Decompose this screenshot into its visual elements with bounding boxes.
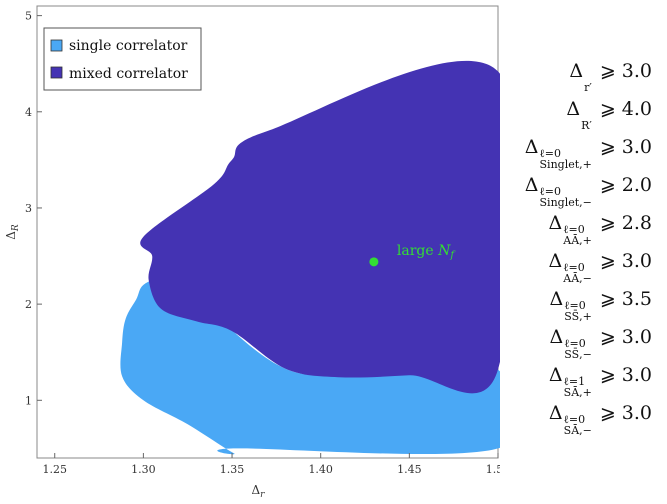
x-tick-label: 1.25 — [42, 463, 67, 476]
bound-scripts: ℓ=0 Singlet,+ — [540, 148, 592, 170]
y-axis: 1 2 3 4 5 — [25, 10, 42, 407]
bound-value: 4.0 — [621, 98, 652, 120]
bound-subscript: Singlet,+ — [539, 158, 592, 171]
bound-subscript: SS̄,− — [564, 348, 592, 361]
bound-scripts: R′ — [581, 120, 592, 131]
bound-superscript: ℓ=0 — [563, 261, 585, 274]
y-tick-label: 4 — [25, 106, 32, 119]
x-tick-label: 1.40 — [308, 463, 333, 476]
bound-relation: ⩾ — [599, 402, 616, 424]
bound-subscript: AĀ,− — [563, 272, 592, 285]
bound-scripts: ℓ=0 SS̄,− — [564, 338, 592, 360]
bound-value: 3.0 — [621, 364, 652, 386]
y-tick-label: 1 — [25, 394, 32, 407]
bound-subscript: SĀ,+ — [563, 386, 592, 399]
bound-row: Δ R′ ⩾ 4.0 — [500, 98, 660, 136]
legend-label-mixed: mixed correlator — [69, 66, 188, 82]
legend-swatch-mixed — [50, 66, 63, 79]
bound-relation: ⩾ — [599, 250, 616, 272]
bound-value: 3.0 — [621, 402, 652, 424]
bound-scripts: r′ — [584, 82, 592, 93]
bound-subscript: SĀ,− — [563, 424, 592, 437]
bound-scripts: ℓ=0 SĀ,− — [564, 414, 592, 436]
large-nf-label: large Nf — [397, 243, 456, 261]
bound-subscript: R′ — [581, 119, 592, 132]
x-tick-label: 1.30 — [131, 463, 156, 476]
region-mixed-correlator — [140, 60, 500, 394]
legend-label-single: single correlator — [69, 38, 188, 54]
y-tick-label: 5 — [25, 10, 32, 23]
bound-scripts: ℓ=1 SĀ,+ — [564, 376, 592, 398]
large-nf-point — [369, 257, 379, 267]
bound-superscript: ℓ=0 — [563, 413, 586, 426]
y-tick-label: 3 — [25, 202, 32, 215]
bound-superscript: ℓ=0 — [564, 299, 586, 312]
bound-relation: ⩾ — [599, 174, 616, 196]
bound-relation: ⩾ — [599, 326, 616, 348]
bound-symbol: Δ R′ — [566, 98, 592, 132]
bound-scripts: ℓ=0 SS̄,+ — [564, 300, 592, 322]
legend: single correlator mixed correlator — [43, 27, 202, 91]
bound-superscript: ℓ=0 — [539, 185, 561, 198]
bound-subscript: Singlet,− — [539, 196, 592, 209]
y-axis-label: ΔR — [4, 224, 21, 240]
bound-value: 3.0 — [621, 60, 652, 82]
bound-superscript: ℓ=0 — [539, 147, 561, 160]
bound-superscript: ℓ=0 — [564, 337, 586, 350]
bound-relation: ⩾ — [599, 98, 616, 120]
y-tick-label: 2 — [25, 298, 32, 311]
bound-scripts: ℓ=0 Singlet,− — [540, 186, 592, 208]
bound-value: 3.5 — [621, 288, 652, 310]
bound-value: 3.0 — [621, 136, 652, 158]
bound-relation: ⩾ — [599, 212, 616, 234]
bound-relation: ⩾ — [599, 288, 616, 310]
bound-value: 3.0 — [621, 326, 652, 348]
x-axis-label: Δr — [252, 483, 266, 500]
bound-subscript: AĀ,+ — [563, 234, 592, 247]
bound-relation: ⩾ — [599, 136, 616, 158]
x-tick-label: 1.35 — [220, 463, 245, 476]
bound-value: 3.0 — [621, 250, 652, 272]
bound-value: 2.8 — [621, 212, 652, 234]
x-tick-label: 1.50 — [486, 463, 500, 476]
bound-subscript: SS̄,+ — [564, 310, 592, 323]
bound-superscript: ℓ=0 — [563, 223, 585, 236]
bound-relation: ⩾ — [599, 60, 616, 82]
bound-subscript: r′ — [584, 81, 592, 94]
legend-swatch-single — [50, 39, 63, 52]
bound-value: 2.0 — [621, 174, 652, 196]
legend-box — [43, 27, 202, 91]
bound-scripts: ℓ=0 AĀ,+ — [563, 224, 592, 246]
bound-superscript: ℓ=1 — [563, 375, 586, 388]
x-tick-label: 1.45 — [397, 463, 422, 476]
x-axis: 1.25 1.30 1.35 1.40 1.45 1.50 — [42, 453, 500, 476]
bound-relation: ⩾ — [599, 364, 616, 386]
bound-scripts: ℓ=0 AĀ,− — [563, 262, 592, 284]
